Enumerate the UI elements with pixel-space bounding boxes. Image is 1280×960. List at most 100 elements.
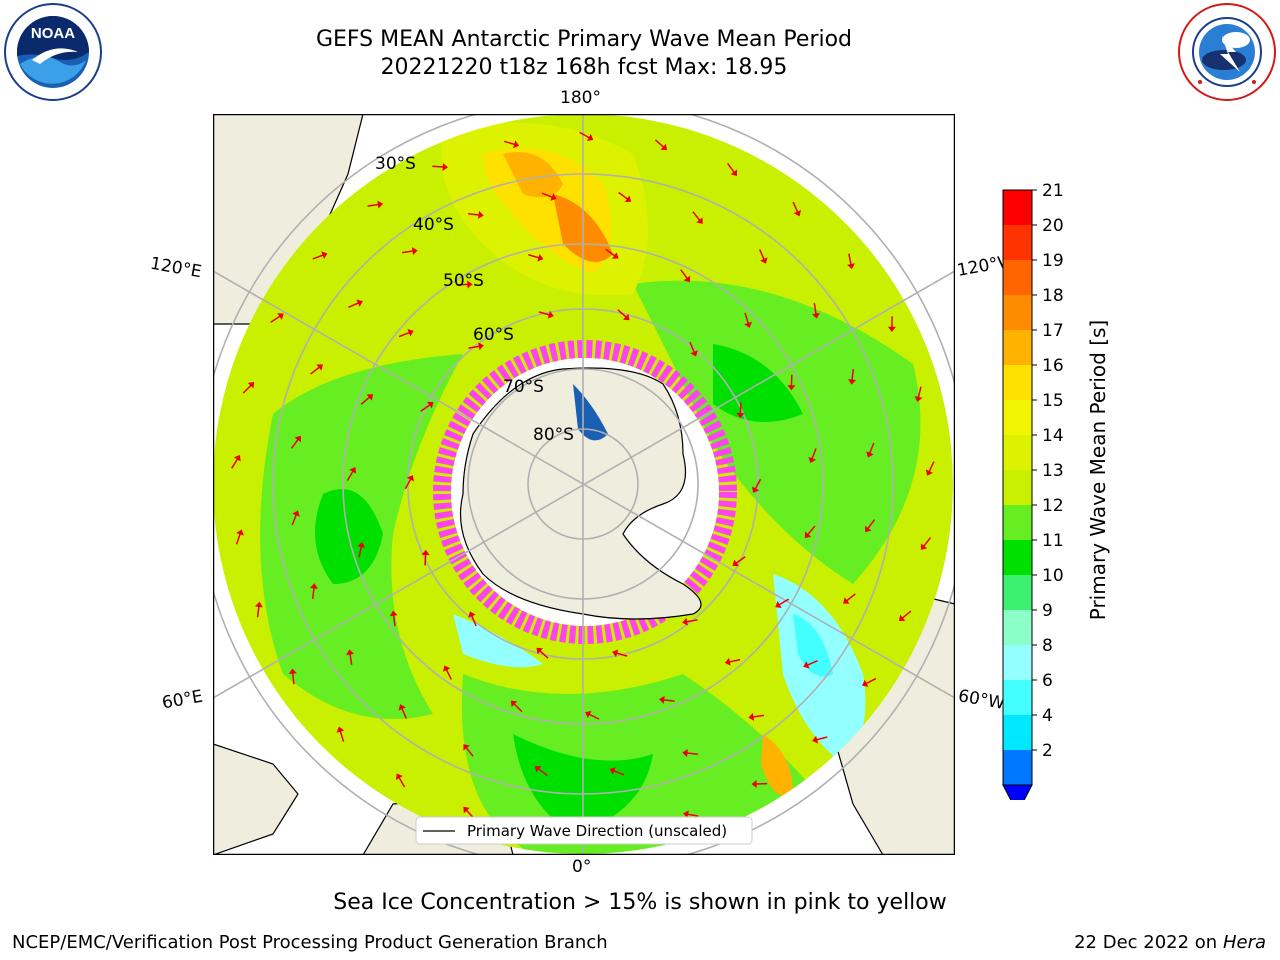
lon-label-180: 180° — [560, 88, 601, 108]
wave-direction-arrow — [538, 311, 550, 316]
wave-direction-arrowhead — [914, 395, 923, 402]
colorbar-tick-label: 12 — [1042, 496, 1064, 516]
colorbar-cell — [1003, 190, 1032, 225]
colorbar-tick-label: 16 — [1042, 356, 1064, 376]
wave-direction-arrowhead — [356, 299, 363, 307]
wave-direction-arrow — [256, 606, 260, 618]
wave-direction-arrowhead — [478, 342, 484, 351]
colorbar-tick-label: 9 — [1042, 601, 1053, 621]
wave-direction-arrowhead — [277, 313, 284, 320]
wave-direction-arrow — [339, 730, 345, 742]
wave-direction-arrow — [744, 312, 749, 324]
wave-direction-arrow — [848, 253, 852, 265]
wave-direction-arrow — [420, 404, 431, 412]
wave-direction-arrow — [404, 478, 412, 490]
wave-direction-arrowhead — [395, 773, 403, 780]
lat-label-60s: 60°S — [473, 325, 514, 345]
colorbar-cell — [1003, 330, 1032, 365]
colorbar-tick-label: 6 — [1042, 671, 1053, 691]
colorbar-cell — [1003, 365, 1032, 400]
wave-direction-arrow — [811, 448, 817, 460]
wave-direction-arrow — [686, 619, 698, 623]
wave-direction-arrow — [807, 525, 816, 535]
wave-direction-arrowhead — [752, 486, 760, 493]
wave-direction-arrow — [360, 396, 371, 405]
wave-direction-arrowhead — [751, 779, 757, 789]
wave-direction-arrowhead — [624, 195, 632, 202]
wave-direction-arrowhead — [467, 280, 473, 289]
colorbar-cell — [1003, 260, 1032, 295]
wave-direction-arrow — [851, 369, 855, 381]
wave-direction-arrowhead — [659, 695, 665, 704]
wave-direction-arrow — [588, 713, 600, 720]
wave-direction-arrowhead — [811, 312, 820, 319]
wave-direction-arrowhead — [683, 810, 689, 819]
colorbar-tick-label: 17 — [1042, 321, 1064, 341]
wave-direction-arrow — [445, 669, 452, 680]
wave-direction-arrow — [739, 402, 742, 414]
wave-direction-arrowhead — [682, 617, 688, 626]
credit-line: NCEP/EMC/Verification Post Processing Pr… — [12, 932, 608, 953]
map-legend: Primary Wave Direction (unscaled) — [415, 816, 753, 845]
wave-direction-arrow — [754, 478, 762, 490]
lon-label-60e: 60°E — [160, 686, 205, 714]
wave-direction-arrowhead — [510, 700, 518, 708]
wave-direction-arrowhead — [254, 601, 263, 608]
wave-direction-arrowhead — [730, 169, 738, 177]
wave-direction-arrow — [468, 212, 480, 216]
wave-direction-arrow — [528, 254, 540, 259]
wave-direction-arrowhead — [463, 806, 470, 814]
wave-direction-arrowhead — [366, 394, 374, 401]
wave-direction-arrowhead — [316, 364, 323, 371]
wave-direction-arrowhead — [478, 210, 484, 219]
wave-direction-arrowhead — [321, 251, 328, 259]
lon-label-0: 0° — [572, 857, 592, 877]
wave-direction-arrowhead — [427, 401, 434, 409]
wave-direction-arrow — [290, 439, 299, 449]
lat-label-40s: 40°S — [413, 215, 454, 235]
wave-direction-arrow — [727, 162, 735, 173]
wave-direction-arrow — [758, 249, 765, 260]
colorbar-tick-label: 15 — [1042, 391, 1064, 411]
wave-direction-arrowhead — [288, 668, 297, 675]
wave-direction-arrowhead — [547, 310, 554, 319]
wave-direction-arrow — [729, 658, 741, 663]
wave-direction-arrowhead — [736, 412, 745, 419]
machine-name: Hera — [1222, 932, 1266, 953]
wave-direction-arrow — [270, 315, 281, 323]
colorbar-tick-label: 20 — [1042, 216, 1064, 236]
wave-direction-arrowhead — [292, 510, 300, 517]
wave-direction-arrow — [813, 302, 817, 315]
wave-direction-arrowhead — [887, 326, 896, 332]
wave-direction-arrowhead — [346, 649, 355, 656]
nws-logo — [1178, 3, 1276, 101]
wave-direction-arrowhead — [848, 379, 857, 385]
colorbar-tick-label: 13 — [1042, 461, 1064, 481]
lat-label-80s: 80°S — [533, 425, 574, 445]
lat-label-50s: 50°S — [443, 271, 484, 291]
wave-direction-arrow — [513, 703, 523, 713]
colorbar-tick-label: 19 — [1042, 251, 1064, 271]
wave-direction-arrowhead — [442, 162, 448, 172]
wave-direction-arrow — [807, 659, 818, 666]
colorbar-tick-label: 14 — [1042, 426, 1064, 446]
wave-direction-arrowhead — [377, 200, 384, 209]
wave-direction-arrow — [468, 345, 480, 349]
noaa-logo: NOAA — [4, 3, 102, 101]
wave-direction-arrowhead — [612, 252, 619, 259]
colorbar-cell — [1003, 680, 1032, 715]
wave-direction-arrow — [358, 546, 362, 558]
wave-direction-arrowhead — [236, 529, 244, 536]
wave-direction-arrow — [616, 652, 628, 657]
wave-direction-arrow — [503, 140, 515, 146]
wave-direction-arrow — [792, 201, 799, 213]
colorbar-tick-label: 4 — [1042, 706, 1053, 726]
colorbar-tick-label: 10 — [1042, 566, 1064, 586]
wave-direction-arrow — [538, 768, 548, 777]
wave-direction-arrowhead — [411, 247, 418, 256]
colorbar-cell — [1003, 505, 1032, 540]
wave-direction-arrow — [432, 165, 444, 168]
colorbar-cell — [1003, 225, 1032, 260]
lat-label-30s: 30°S — [375, 154, 416, 174]
colorbar-cell — [1003, 400, 1032, 435]
